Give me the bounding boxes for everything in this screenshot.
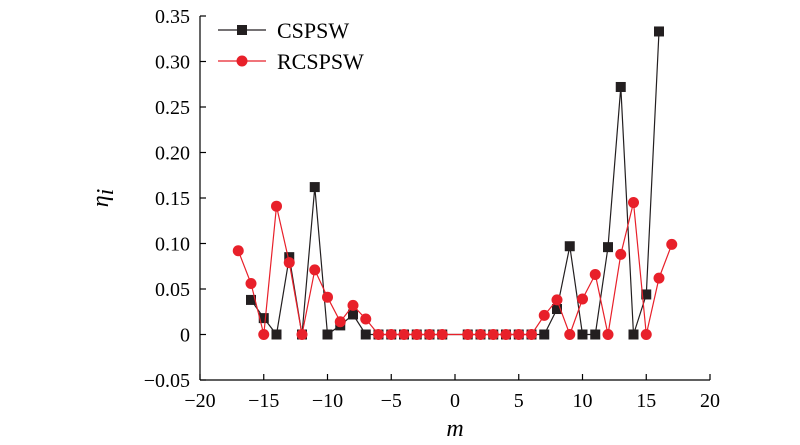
data-point: [653, 272, 665, 284]
x-tick-label: −5: [381, 390, 402, 412]
data-point: [322, 329, 333, 340]
data-point: [538, 309, 550, 321]
data-point: [385, 329, 397, 340]
data-point: [615, 81, 626, 92]
data-point: [347, 299, 359, 311]
data-point: [246, 294, 256, 305]
data-point: [603, 242, 613, 253]
y-axis-label-main: η: [88, 195, 114, 207]
data-point: [271, 329, 282, 340]
x-tick-label: 10: [573, 390, 593, 412]
data-point: [373, 329, 384, 340]
data-point: [589, 268, 601, 280]
legend-label: CSPSW: [277, 18, 349, 43]
series-line: [237, 202, 673, 337]
y-tick-label: 0.30: [155, 52, 190, 74]
y-tick-label: 0.10: [155, 234, 190, 256]
y-tick-label: 0.15: [155, 188, 190, 210]
data-point: [641, 289, 652, 300]
series-layer: [232, 26, 678, 340]
y-tick-label: −0.05: [144, 370, 190, 392]
data-point: [348, 309, 358, 320]
data-point: [590, 329, 601, 340]
data-point: [552, 304, 562, 315]
data-point: [360, 329, 371, 340]
data-point: [411, 329, 423, 340]
x-tick-label: 0: [450, 390, 460, 412]
data-point: [654, 26, 664, 37]
x-tick-label: −15: [248, 390, 279, 412]
x-tick-label: −10: [312, 390, 343, 412]
data-point: [500, 329, 512, 340]
x-axis-label: m: [446, 416, 463, 442]
data-point: [462, 329, 474, 340]
data-point: [283, 257, 295, 269]
legend-entry-rcspsw: RCSPSW: [218, 49, 364, 74]
data-point: [602, 329, 614, 340]
data-point: [666, 238, 678, 250]
y-tick-label: 0.35: [155, 6, 190, 28]
legend: CSPSW RCSPSW: [218, 18, 364, 74]
data-point: [236, 55, 248, 67]
y-axis-label-sub: i: [93, 189, 119, 196]
data-point: [398, 329, 410, 340]
data-point: [436, 329, 448, 340]
data-point: [309, 264, 321, 276]
data-point: [551, 294, 563, 306]
series-rcspsw: [232, 197, 678, 340]
data-point: [245, 278, 257, 290]
y-tick-label: 0: [180, 325, 190, 347]
x-tick-label: −20: [184, 390, 215, 412]
data-point: [577, 293, 588, 305]
legend-entry-cspsw: CSPSW: [218, 18, 349, 43]
y-tick-label: 0.25: [155, 97, 190, 119]
data-point: [232, 245, 244, 257]
data-point: [271, 200, 282, 212]
data-point: [526, 329, 537, 340]
y-axis-label: ηi: [88, 189, 119, 208]
legend-label: RCSPSW: [277, 49, 364, 74]
data-point: [615, 248, 627, 260]
data-point: [360, 313, 372, 325]
data-point: [539, 329, 550, 340]
data-point: [237, 25, 247, 35]
data-point: [334, 316, 346, 328]
data-point: [296, 329, 308, 340]
data-point: [628, 329, 639, 340]
data-point: [513, 329, 525, 340]
data-point: [487, 329, 499, 340]
data-point: [258, 313, 269, 324]
data-point: [309, 182, 320, 193]
y-tick-label: 0.20: [155, 143, 190, 165]
x-tick-label: 15: [636, 390, 656, 412]
data-point: [577, 329, 588, 340]
y-tick-label: 0.05: [155, 279, 190, 301]
data-point: [628, 197, 639, 209]
data-point: [640, 329, 652, 340]
data-point: [564, 241, 575, 252]
axes: −20 −15 −10 −5 0 5 10 15 20 −0.05 0 0.05 0.10 0.15 0.2…: [144, 6, 720, 412]
data-point: [564, 329, 576, 340]
x-tick-label: 5: [514, 390, 524, 412]
data-point: [424, 329, 435, 340]
data-point: [258, 329, 270, 340]
data-point: [322, 291, 333, 303]
data-point: [475, 329, 486, 340]
x-tick-label: 20: [700, 390, 720, 412]
